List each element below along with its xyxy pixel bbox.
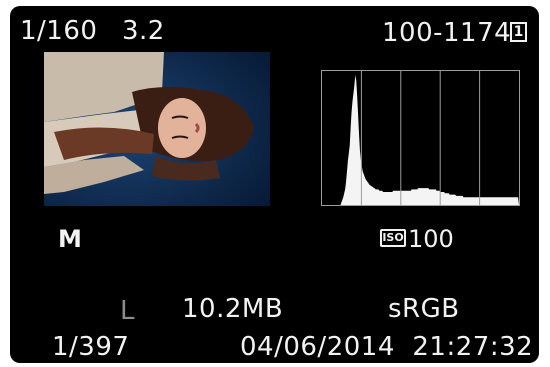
brightness-histogram	[321, 70, 520, 206]
iso-icon: ISO	[380, 229, 406, 247]
capture-date-time: 04/06/2014 21:27:32	[240, 332, 534, 362]
color-space: sRGB	[388, 294, 460, 324]
aperture-value: 3.2	[122, 16, 165, 46]
iso-value: 100	[408, 225, 454, 253]
histogram-chart	[322, 71, 519, 205]
camera-playback-screen: 1/160 3.2 100-1174 1 M ISO	[10, 6, 539, 363]
file-size: 10.2MB	[182, 294, 284, 324]
histogram-area	[322, 75, 519, 205]
shooting-mode: M	[58, 225, 82, 253]
portrait-thumbnail	[44, 52, 270, 206]
file-number: 100-1174	[382, 18, 512, 48]
shutter-speed: 1/160	[20, 16, 98, 46]
image-thumbnail	[44, 52, 270, 206]
protect-icon: 1	[510, 22, 527, 42]
image-counter: 1/397	[52, 332, 130, 362]
image-quality: L	[120, 296, 135, 326]
